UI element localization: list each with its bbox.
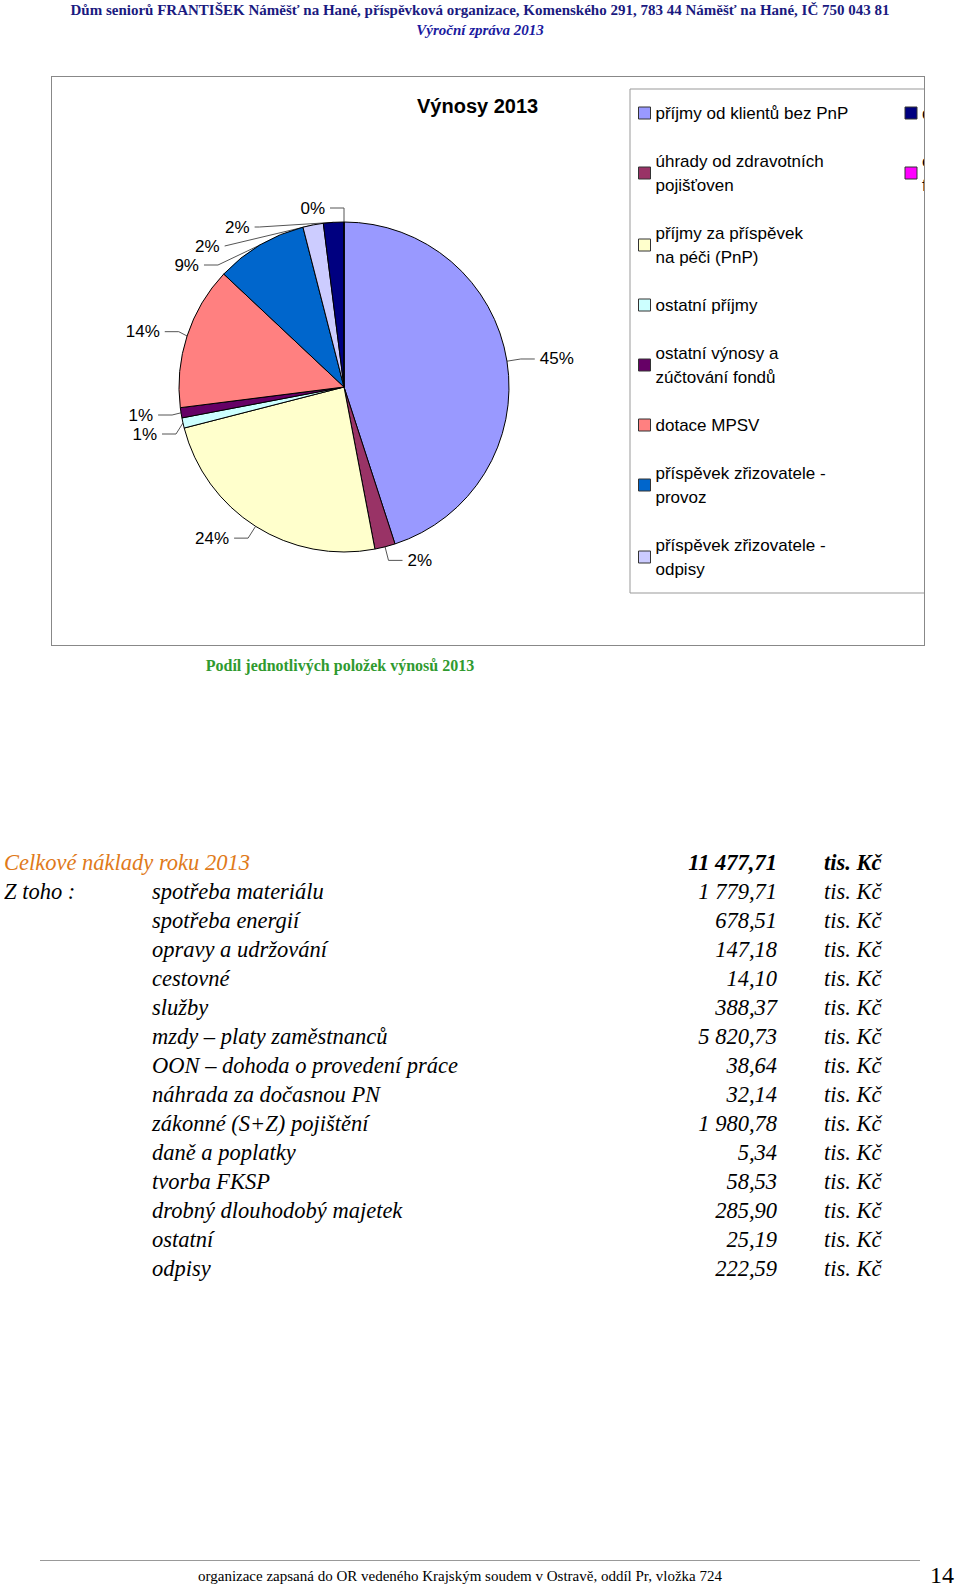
svg-text:Výnosy 2013: Výnosy 2013 (417, 95, 538, 117)
svg-text:1%: 1% (132, 425, 157, 444)
html-text:tis. Kč: tis. Kč (824, 1169, 882, 1194)
html-text:32,14: 32,14 (726, 1082, 777, 1107)
html-text:Dům seniorů FRANTIŠEK Náměšť n: Dům seniorů FRANTIŠEK Náměšť na Hané, př… (70, 2, 890, 18)
svg-text:příjmy od klientů bez PnP: příjmy od klientů bez PnP (656, 104, 849, 123)
html-text:tis. Kč: tis. Kč (824, 995, 882, 1020)
html-text:388,37: 388,37 (715, 995, 777, 1020)
svg-text:0%: 0% (300, 199, 325, 218)
html-text:náhrada za dočasnou PN: náhrada za dočasnou PN (152, 1082, 381, 1107)
svg-text:ostatní dotace - stáže ve: ostatní dotace - stáže ve (922, 152, 924, 171)
html-text:Celkové náklady roku 2013: Celkové náklady roku 2013 (4, 850, 250, 875)
svg-text:2%: 2% (195, 237, 220, 256)
html-text:5 820,73: 5 820,73 (698, 1024, 777, 1049)
svg-text:odpisy: odpisy (656, 560, 706, 579)
html-text:tis. Kč: tis. Kč (824, 1227, 882, 1252)
html-text:222,59: 222,59 (715, 1256, 777, 1281)
svg-text:zúčtování fondů: zúčtování fondů (656, 368, 776, 387)
html-text:organizace zapsaná do OR veden: organizace zapsaná do OR vedeného Krajsk… (198, 1568, 722, 1584)
html-text:drobný dlouhodobý majetek: drobný dlouhodobý majetek (152, 1198, 403, 1223)
html-text:tis. Kč: tis. Kč (824, 1198, 882, 1223)
html-text:Z toho :: Z toho : (4, 879, 76, 904)
svg-text:dotace ÚP - SÚPM: dotace ÚP - SÚPM (922, 104, 924, 123)
html-text:odpisy: odpisy (152, 1256, 211, 1281)
html-text:14: 14 (930, 1562, 954, 1588)
html-text:tis. Kč: tis. Kč (824, 908, 882, 933)
svg-text:ostatní výnosy a: ostatní výnosy a (656, 344, 784, 363)
svg-text:1%: 1% (129, 406, 154, 425)
html-text:tis. Kč: tis. Kč (824, 1140, 882, 1165)
html-text:25,19: 25,19 (726, 1227, 777, 1252)
html-text:tis. Kč: tis. Kč (824, 1024, 882, 1049)
html-text:38,64: 38,64 (726, 1053, 777, 1078)
svg-text:firmách: firmách (922, 176, 924, 195)
html-text:58,53: 58,53 (726, 1169, 777, 1194)
html-text:opravy a udržování: opravy a udržování (152, 937, 327, 962)
svg-text:provoz: provoz (656, 488, 707, 507)
html-text:mzdy – platy zaměstnanců: mzdy – platy zaměstnanců (152, 1024, 388, 1049)
html-text:cestovné: cestovné (152, 966, 230, 991)
svg-text:9%: 9% (174, 256, 199, 275)
html-text:tis. Kč: tis. Kč (824, 1082, 882, 1107)
html-text:spotřeba materiálu: spotřeba materiálu (152, 879, 324, 904)
html-text:tis. Kč: tis. Kč (824, 1111, 882, 1136)
html-text:tis. Kč: tis. Kč (824, 1053, 882, 1078)
html-text:Podíl jednotlivých položek výn: Podíl jednotlivých položek výnosů 2013 (205, 657, 475, 674)
svg-text:24%: 24% (195, 529, 229, 548)
svg-text:2%: 2% (408, 551, 433, 570)
html-text:OON – dohoda o provedení práce: OON – dohoda o provedení práce (152, 1053, 458, 1078)
svg-text:dotace MPSV: dotace MPSV (656, 416, 761, 435)
html-text:11 477,71: 11 477,71 (688, 850, 777, 875)
html-text:zákonné (S+Z) pojištění: zákonné (S+Z) pojištění (152, 1111, 369, 1136)
svg-text:45%: 45% (540, 349, 574, 368)
html-text:678,51: 678,51 (715, 908, 777, 933)
html-text:ostatní: ostatní (152, 1227, 214, 1252)
html-text:tis. Kč: tis. Kč (824, 879, 882, 904)
html-text:služby: služby (152, 995, 209, 1020)
html-text:5,34: 5,34 (737, 1140, 777, 1165)
svg-text:pojišťoven: pojišťoven (656, 176, 734, 195)
html-text:tvorba FKSP: tvorba FKSP (152, 1169, 271, 1194)
svg-text:ostatní příjmy: ostatní příjmy (656, 296, 759, 315)
svg-text:příspěvek zřizovatele -: příspěvek zřizovatele - (656, 464, 831, 483)
html-text:Výroční zpráva 2013: Výroční zpráva 2013 (416, 22, 544, 38)
html-text:tis. Kč: tis. Kč (824, 937, 882, 962)
html-text:14,10: 14,10 (726, 966, 777, 991)
svg-text:příjmy za příspěvek: příjmy za příspěvek (656, 224, 808, 243)
html-text:tis. Kč: tis. Kč (824, 850, 882, 875)
html-text:285,90: 285,90 (715, 1198, 777, 1223)
html-text:daně a poplatky: daně a poplatky (152, 1140, 296, 1165)
html-text:spotřeba energií: spotřeba energií (152, 908, 300, 933)
html-text:1 980,78: 1 980,78 (698, 1111, 777, 1136)
svg-text:na péči (PnP): na péči (PnP) (656, 248, 759, 267)
html-text:147,18: 147,18 (715, 937, 777, 962)
html-text:1 779,71: 1 779,71 (698, 879, 777, 904)
html-text:tis. Kč: tis. Kč (824, 1256, 882, 1281)
svg-text:úhrady od zdravotních: úhrady od zdravotních (656, 152, 829, 171)
svg-text:14%: 14% (126, 322, 160, 341)
svg-text:2%: 2% (225, 218, 250, 237)
html-text:tis. Kč: tis. Kč (824, 966, 882, 991)
svg-text:příspěvek zřizovatele -: příspěvek zřizovatele - (656, 536, 831, 555)
